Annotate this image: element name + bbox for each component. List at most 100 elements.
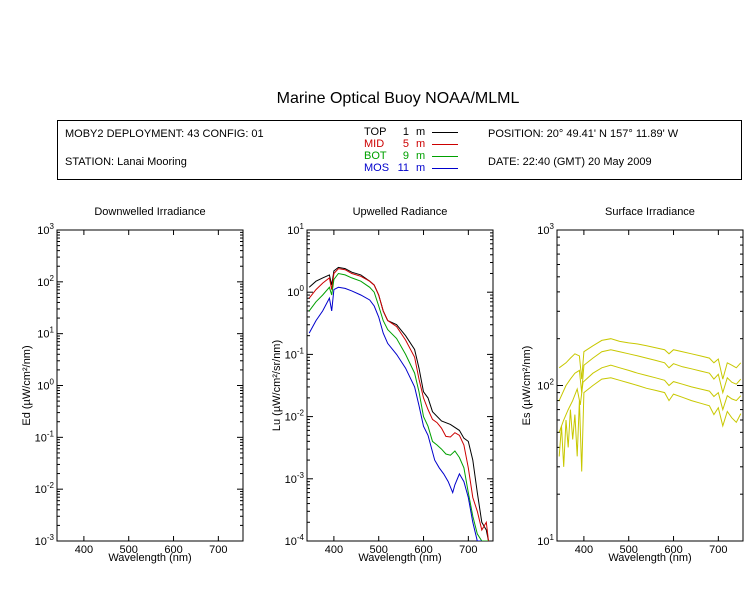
legend-name: MID xyxy=(364,138,385,150)
legend-line xyxy=(432,144,458,145)
x-tick-label: 400 xyxy=(325,544,343,556)
y-tick-base: 10 xyxy=(37,225,49,237)
legend-depth: 9 xyxy=(402,150,409,162)
series-line-es-4 xyxy=(558,377,742,472)
legend-name: BOT xyxy=(364,150,387,162)
legend-depth: 11 xyxy=(397,162,409,174)
legend-name: MOS xyxy=(364,162,390,174)
chart-title: Downwelled Irradiance xyxy=(94,206,205,218)
y-tick-base: 10 xyxy=(287,225,299,237)
legend-line xyxy=(432,168,458,169)
y-tick-exponent: 1 xyxy=(300,222,305,231)
x-axis-label: Wavelength (nm) xyxy=(608,552,691,564)
legend-unit: m xyxy=(416,162,426,174)
x-tick-label: 700 xyxy=(459,544,477,556)
series-line-bot xyxy=(308,272,489,541)
x-tick-label: 600 xyxy=(414,544,432,556)
y-tick-exponent: 1 xyxy=(50,326,55,335)
y-tick-exponent: -1 xyxy=(297,346,305,355)
y-tick-base: 10 xyxy=(35,432,47,444)
y-tick-exponent: 0 xyxy=(300,284,305,293)
chart-panel-3: Surface Irradiance 400 500 600 700 Wavelength… xyxy=(521,206,744,564)
y-tick-base: 10 xyxy=(37,277,49,289)
plot-frame xyxy=(556,229,744,542)
y-tick-label: 100 xyxy=(37,378,54,393)
x-axis-label: Wavelength (nm) xyxy=(358,552,441,564)
y-tick-exponent: -3 xyxy=(297,471,305,480)
y-tick-exponent: -3 xyxy=(47,533,55,542)
y-tick-base: 10 xyxy=(35,536,47,548)
y-tick-exponent: -2 xyxy=(297,409,305,418)
series-line-es-3 xyxy=(558,364,742,433)
chart-panel-1: Downwelled Irradiance 400 500 600 700 Wavelen… xyxy=(21,206,244,564)
x-tick-label: 600 xyxy=(164,544,182,556)
y-tick-label: 10-1 xyxy=(35,429,55,444)
chart-title: Upwelled Radiance xyxy=(353,206,448,218)
series-line-es-1 xyxy=(558,338,742,380)
info-box: MOBY2 DEPLOYMENT: 43 CONFIG: 01 STATION:… xyxy=(57,120,742,180)
legend-depth: 5 xyxy=(402,138,409,150)
legend-line xyxy=(432,156,458,157)
y-axis-label: Lu (µW/cm²/sr/nm) xyxy=(271,340,283,431)
legend-unit: m xyxy=(416,150,426,162)
position-text: POSITION: 20° 49.41' N 157° 11.89' W xyxy=(488,128,679,140)
y-tick-base: 10 xyxy=(285,536,297,548)
series-line-es-2 xyxy=(558,349,742,401)
deployment-text: MOBY2 DEPLOYMENT: 43 CONFIG: 01 xyxy=(65,128,264,140)
legend-unit: m xyxy=(416,138,426,150)
main-title: Marine Optical Buoy NOAA/MLML xyxy=(276,90,520,107)
y-tick-exponent: 1 xyxy=(550,533,555,542)
legend-line xyxy=(432,132,458,133)
legend-name: TOP xyxy=(364,126,387,138)
y-tick-exponent: 3 xyxy=(50,222,55,231)
y-tick-label: 101 xyxy=(537,533,554,548)
chart-panel-2: Upwelled Radiance 400 500 600 700 Wavelength … xyxy=(271,206,494,564)
y-tick-base: 10 xyxy=(537,381,549,393)
x-tick-label: 500 xyxy=(620,544,638,556)
legend-depth: 1 xyxy=(402,126,409,138)
y-tick-base: 10 xyxy=(37,329,49,341)
series-line-mid xyxy=(308,268,489,541)
legend-unit: m xyxy=(416,126,426,138)
y-tick-base: 10 xyxy=(287,287,299,299)
y-tick-label: 103 xyxy=(537,222,554,237)
y-tick-base: 10 xyxy=(285,474,297,486)
series-line-mos xyxy=(308,286,482,541)
y-tick-label: 10-3 xyxy=(35,533,55,548)
x-tick-label: 700 xyxy=(709,544,727,556)
y-tick-exponent: -1 xyxy=(47,429,55,438)
y-tick-base: 10 xyxy=(537,536,549,548)
y-tick-base: 10 xyxy=(285,349,297,361)
chart-title: Surface Irradiance xyxy=(605,206,695,218)
series-line-top xyxy=(308,266,489,541)
x-tick-label: 400 xyxy=(75,544,93,556)
y-axis-label: Es (µW/cm²/nm) xyxy=(521,346,533,426)
x-tick-label: 600 xyxy=(664,544,682,556)
y-tick-label: 10-2 xyxy=(35,481,55,496)
y-tick-label: 10-1 xyxy=(285,346,305,361)
y-tick-label: 101 xyxy=(287,222,304,237)
plot-frame xyxy=(306,229,494,542)
y-tick-exponent: -4 xyxy=(297,533,305,542)
x-tick-label: 500 xyxy=(370,544,388,556)
y-tick-exponent: -2 xyxy=(47,481,55,490)
y-tick-label: 10-3 xyxy=(285,471,305,486)
station-text: STATION: Lanai Mooring xyxy=(65,156,187,168)
plot-frame xyxy=(56,229,244,542)
y-tick-base: 10 xyxy=(35,484,47,496)
y-tick-label: 103 xyxy=(37,222,54,237)
y-tick-exponent: 0 xyxy=(50,378,55,387)
x-tick-label: 500 xyxy=(120,544,138,556)
y-tick-exponent: 2 xyxy=(550,378,555,387)
y-tick-label: 10-2 xyxy=(285,409,305,424)
x-axis-label: Wavelength (nm) xyxy=(108,552,191,564)
y-axis-label: Ed (µW/cm²/nm) xyxy=(21,345,33,425)
x-tick-label: 700 xyxy=(209,544,227,556)
date-text: DATE: 22:40 (GMT) 20 May 2009 xyxy=(488,156,652,168)
y-tick-base: 10 xyxy=(37,381,49,393)
y-tick-label: 102 xyxy=(37,274,54,289)
x-tick-label: 400 xyxy=(575,544,593,556)
y-tick-base: 10 xyxy=(285,412,297,424)
y-tick-exponent: 2 xyxy=(50,274,55,283)
